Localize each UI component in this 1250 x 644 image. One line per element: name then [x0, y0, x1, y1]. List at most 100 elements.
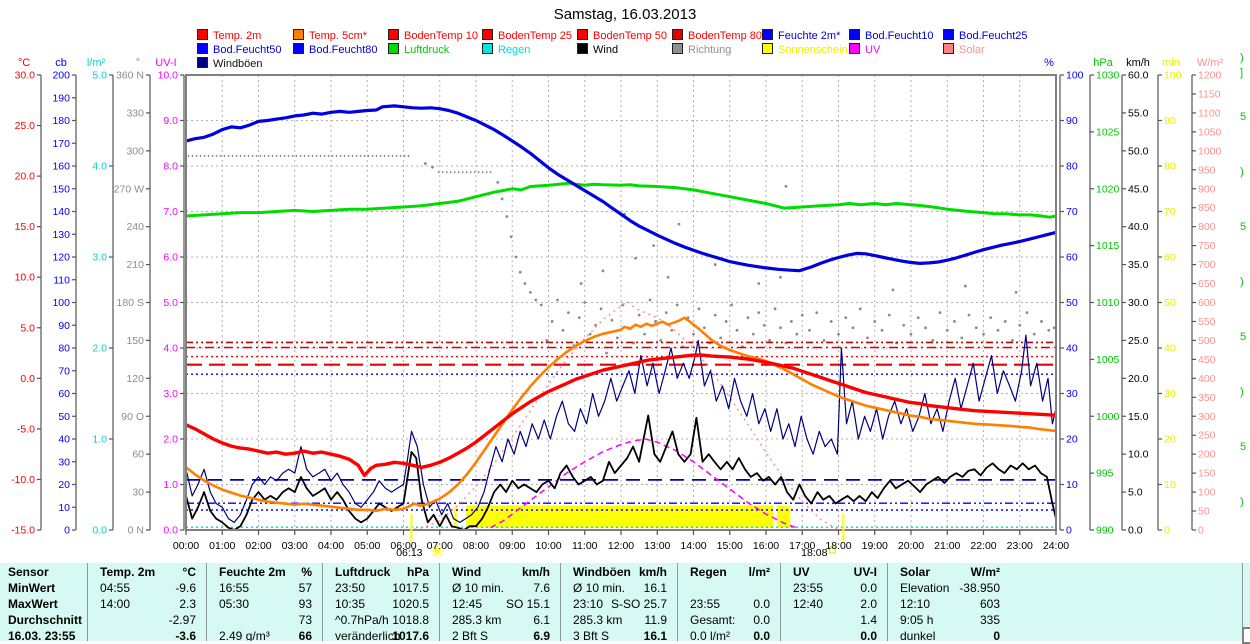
- legend-label: Wind: [593, 44, 619, 56]
- axis-tick-label: 70: [1066, 206, 1078, 218]
- axis-tick-label: 1010: [1096, 297, 1120, 309]
- sunrise-time-label: 06:13: [396, 547, 422, 559]
- table-column-divider: [780, 563, 781, 641]
- legend-label: UV: [865, 44, 881, 56]
- axis-tick-label: 80: [1164, 161, 1176, 173]
- table-cell-value: 1017.6: [392, 629, 429, 641]
- table-header-unit: km/h: [521, 565, 550, 579]
- axis-tick-label: 30: [58, 456, 70, 468]
- legend-label: Solar: [959, 44, 985, 56]
- axis-tick-label: 1000: [1096, 411, 1120, 423]
- x-axis-label: 04:00: [318, 540, 344, 552]
- axis-tick-label: 15.0: [1128, 411, 1149, 423]
- table-header-name: Temp. 2m: [100, 565, 156, 579]
- table-cell-value: 93: [298, 597, 312, 611]
- axis-tick-label: 450: [1198, 354, 1216, 366]
- series-solar: [414, 300, 844, 531]
- axis-tick-label: 0.0: [1128, 525, 1143, 537]
- direction-dot: [789, 320, 793, 323]
- direction-dot: [605, 351, 608, 355]
- table-cell-value: 0.0: [860, 581, 877, 595]
- legend-swatch: [849, 43, 860, 54]
- direction-dot: [1052, 326, 1056, 330]
- axis-tick-label: 160: [52, 161, 70, 173]
- table-cell-info: Ø 10 min.: [452, 581, 505, 595]
- clipped-axis-text: 5: [1240, 111, 1247, 123]
- axis-unit-hum: %: [1044, 57, 1054, 69]
- x-axis-label: 19:00: [862, 540, 888, 552]
- axis-tick-label: 600: [1198, 297, 1216, 309]
- axis-tick-label: 120: [52, 252, 70, 264]
- axis-tick-label: 990: [1096, 525, 1114, 537]
- table-cell-info: 05:30: [219, 597, 250, 611]
- legend-swatch: [849, 29, 860, 40]
- table-cell-value: 1017.5: [392, 581, 429, 595]
- legend-swatch: [577, 29, 588, 40]
- table-cell-info: Ø 10 min.: [573, 581, 626, 595]
- table-cell-value: 335: [979, 613, 1000, 627]
- table-row-label: 16.03. 23:55: [8, 629, 76, 641]
- direction-dot: [666, 275, 670, 279]
- legend-label: Richtung: [688, 44, 732, 56]
- x-axis-label: 18:00: [825, 540, 851, 552]
- legend-label: Luftdruck: [404, 44, 450, 56]
- table-cell-value: 16.1: [643, 581, 667, 595]
- table-header-name: Wind: [452, 565, 482, 579]
- x-axis-label: 23:00: [1007, 540, 1033, 552]
- table-row-label: Durchschnitt: [8, 613, 83, 627]
- axis-tick-label: 5.0: [20, 322, 35, 334]
- clipped-axis-text: ): [1240, 166, 1244, 178]
- table-cell-value: S-SO 25.7: [610, 597, 667, 611]
- direction-dot: [902, 323, 906, 327]
- legend-label: BodenTemp 50: [593, 30, 667, 42]
- legend-swatch: [293, 43, 304, 54]
- table-cell-info: 2 Bft S: [452, 629, 489, 641]
- x-axis-label: 12:00: [608, 540, 634, 552]
- direction-dot: [757, 311, 761, 315]
- axis-tick-label: 70: [1164, 206, 1176, 218]
- axis-tick-label: 50: [1164, 297, 1176, 309]
- axis-tick-label: 950: [1198, 164, 1216, 176]
- table-cell-value: 0.0: [753, 613, 770, 627]
- legend-item-bod-feucht80: Bod.Feucht80: [293, 43, 378, 56]
- table-row-label: MinWert: [8, 581, 56, 595]
- axis-tick-label: 55.0: [1128, 107, 1149, 119]
- axis-tick-label: 9.0: [163, 115, 178, 127]
- direction-dot: [996, 328, 1000, 332]
- table-header-name: Solar: [900, 565, 931, 579]
- direction-dot: [719, 336, 723, 340]
- sunset-time-label: 18:08: [801, 547, 827, 559]
- axis-tick-label: 60: [58, 388, 70, 400]
- legend-item-luftdruck: Luftdruck: [388, 43, 450, 56]
- axis-tick-label: 90 O: [121, 411, 144, 423]
- axis-tick-label: 35.0: [1128, 259, 1149, 271]
- axis-tick-label: 3.0: [163, 388, 178, 400]
- table-cell-info: ^0.7hPa/h: [335, 613, 389, 627]
- table-cell-value: 73: [298, 613, 312, 627]
- direction-dot: [891, 288, 895, 292]
- table-cell-value: 0.0: [860, 629, 877, 641]
- axis-unit-sun: min: [1162, 57, 1180, 69]
- direction-dot: [654, 320, 657, 323]
- table-cell-value: 11.9: [644, 613, 667, 627]
- legend-label: Feuchte 2m*: [778, 30, 841, 42]
- x-axis-label: 08:00: [463, 540, 489, 552]
- axis-tick-label: 150: [126, 335, 144, 347]
- direction-dot: [579, 282, 583, 285]
- axis-tick-label: 30.0: [1128, 297, 1149, 309]
- axis-tick-label: 70: [58, 365, 70, 377]
- table-cell-info: Gesamt:: [690, 613, 736, 627]
- legend-item-uv: UV: [849, 43, 881, 56]
- axis-tick-label: 5.0: [1128, 487, 1143, 499]
- axis-tick-label: -15.0: [11, 525, 35, 537]
- axis-tick-label: 30: [1066, 388, 1078, 400]
- direction-dot: [496, 181, 500, 184]
- series-wind: [185, 414, 1057, 531]
- table-cell-value: 1020.5: [392, 597, 429, 611]
- legend-swatch: [672, 29, 683, 40]
- axis-tick-label: 80: [58, 343, 70, 355]
- direction-dot: [762, 323, 766, 327]
- axis-tick-label: 100: [1164, 70, 1182, 82]
- axis-tick-label: 90: [1164, 115, 1176, 127]
- x-axis-label: 24:00: [1043, 540, 1069, 552]
